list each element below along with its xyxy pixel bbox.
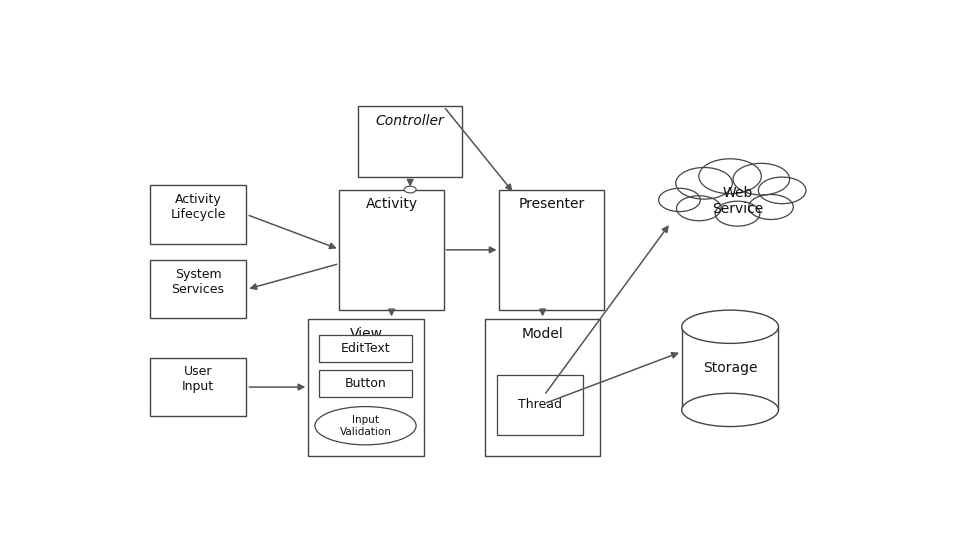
- Circle shape: [676, 167, 732, 199]
- Bar: [485, 319, 600, 456]
- Text: Presenter: Presenter: [518, 197, 585, 211]
- Text: System
Services: System Services: [172, 268, 225, 296]
- Circle shape: [699, 159, 761, 194]
- Text: Model: Model: [521, 327, 564, 341]
- Bar: [497, 375, 583, 435]
- Bar: [319, 370, 412, 397]
- Circle shape: [659, 188, 701, 212]
- Circle shape: [715, 201, 760, 226]
- Ellipse shape: [682, 393, 779, 427]
- Bar: [358, 106, 463, 177]
- Circle shape: [404, 186, 416, 193]
- Bar: [340, 190, 444, 310]
- Text: User
Input: User Input: [182, 366, 214, 394]
- Circle shape: [733, 163, 789, 195]
- Text: Activity
Lifecycle: Activity Lifecycle: [171, 193, 226, 221]
- Circle shape: [677, 196, 721, 221]
- Text: Button: Button: [345, 377, 386, 390]
- Text: Controller: Controller: [375, 114, 444, 128]
- Bar: [499, 190, 604, 310]
- Text: View: View: [349, 327, 382, 341]
- Bar: [682, 327, 779, 410]
- Bar: [150, 185, 247, 244]
- Bar: [308, 319, 423, 456]
- Bar: [319, 335, 412, 362]
- Text: Input
Validation: Input Validation: [340, 415, 392, 436]
- Text: Thread: Thread: [518, 398, 562, 411]
- Circle shape: [758, 177, 806, 204]
- Text: EditText: EditText: [341, 342, 390, 355]
- Ellipse shape: [315, 407, 416, 445]
- Text: Activity: Activity: [366, 197, 418, 211]
- Circle shape: [749, 194, 793, 219]
- Text: Storage: Storage: [703, 361, 757, 375]
- Bar: [150, 260, 247, 319]
- Ellipse shape: [682, 310, 779, 343]
- Text: Web
Service: Web Service: [712, 186, 763, 217]
- Bar: [150, 358, 247, 416]
